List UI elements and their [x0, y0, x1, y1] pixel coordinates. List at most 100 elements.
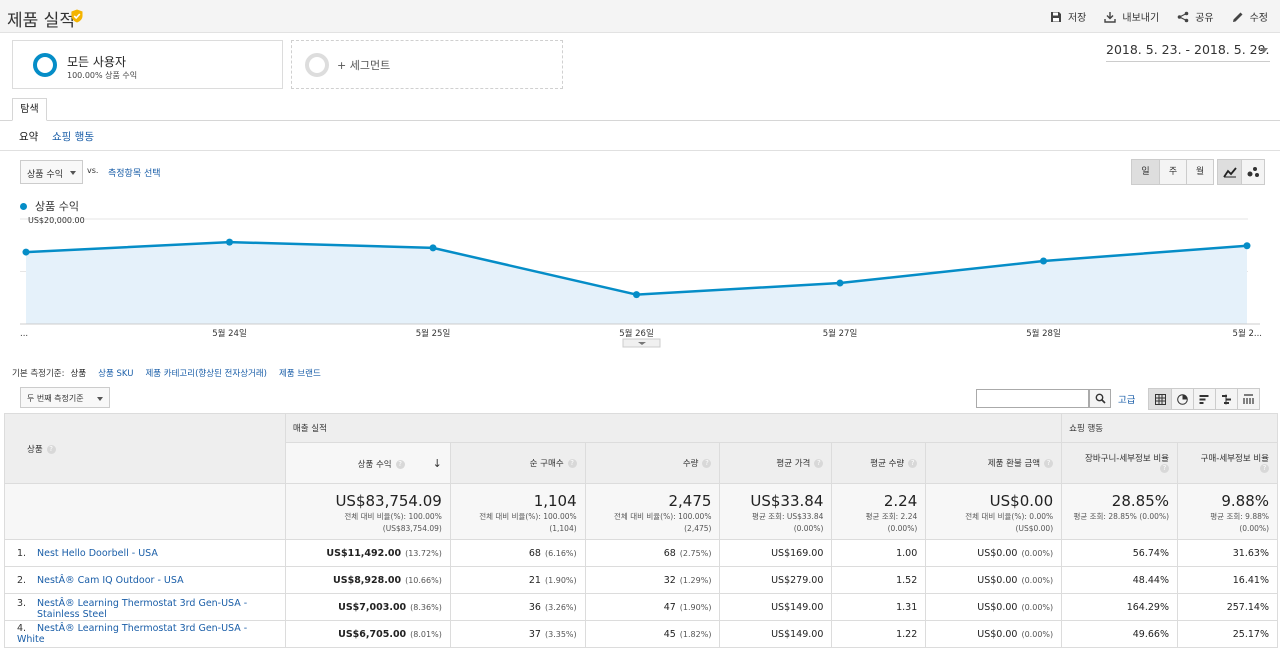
- cell-pct: (0.00%): [1021, 575, 1054, 585]
- cell-pct: (1.90%): [679, 602, 712, 612]
- cell-purchases: 36 (3.26%): [449, 593, 586, 621]
- metric-select[interactable]: 상품 수익: [20, 160, 83, 184]
- cell-avg-price: US$149.00: [719, 593, 833, 621]
- view-performance-button[interactable]: [1193, 389, 1215, 409]
- col-avg-qty[interactable]: 평균 수량?: [831, 442, 927, 484]
- view-pie-button[interactable]: [1171, 389, 1193, 409]
- page-title: 제품 실적: [7, 11, 75, 31]
- col-quantity[interactable]: 수량?: [584, 442, 721, 484]
- help-icon[interactable]: ?: [1160, 464, 1169, 473]
- total-value: US$0.00: [989, 492, 1054, 510]
- dimension-header[interactable]: 상품?: [4, 413, 286, 484]
- total-cell: 2.24 평균 조회: 2.24 (0.00%): [831, 483, 927, 540]
- x-tick-label: 5월 28일: [1026, 328, 1061, 339]
- x-tick-label: 5월 26일: [619, 328, 654, 339]
- help-icon[interactable]: ?: [814, 459, 824, 468]
- segment-ring-icon: [33, 53, 57, 77]
- cell-avg-qty: 1.00: [831, 539, 927, 567]
- row-number: 1.: [17, 547, 27, 559]
- help-icon[interactable]: ?: [702, 459, 712, 468]
- total-sub: (2,475): [684, 524, 712, 533]
- col-buy-rate[interactable]: 구매-세부정보 비율?: [1177, 442, 1278, 484]
- product-link[interactable]: Nest Hello Doorbell - USA: [37, 547, 158, 559]
- view-pivot-button[interactable]: [1237, 389, 1259, 409]
- tab-explore[interactable]: 탐색: [12, 98, 47, 121]
- col-avg-price[interactable]: 평균 가격?: [719, 442, 833, 484]
- advanced-filter-link[interactable]: 고급: [1118, 395, 1136, 406]
- product-cell: 3. NestÂ® Learning Thermostat 3rd Gen-USA…: [4, 593, 286, 621]
- chevron-down-icon: [1260, 48, 1268, 53]
- view-comparison-button[interactable]: [1215, 389, 1237, 409]
- cell-pct: (1.82%): [679, 629, 712, 639]
- share-button[interactable]: 공유: [1177, 9, 1214, 24]
- cell-value: 56.74%: [1132, 547, 1169, 559]
- cell-value: 1.00: [896, 547, 918, 559]
- search-button[interactable]: [1089, 389, 1111, 408]
- export-button[interactable]: 내보내기: [1104, 9, 1159, 24]
- period-week-button[interactable]: 주: [1159, 160, 1186, 184]
- product-link[interactable]: NestÂ® Cam IQ Outdoor - USA: [37, 574, 184, 586]
- col-cart-rate[interactable]: 장바구니-세부정보 비율?: [1061, 442, 1178, 484]
- view-data-button[interactable]: [1149, 389, 1171, 409]
- line-chart-button[interactable]: [1218, 160, 1241, 184]
- cell-value: 36: [528, 601, 541, 613]
- legend-dot: [20, 202, 27, 210]
- dimension-product[interactable]: 상품: [70, 369, 87, 379]
- cell-pct: (3.35%): [544, 629, 577, 639]
- line-chart-icon: [1222, 167, 1237, 178]
- segment-name: 모든 사용자: [67, 55, 127, 69]
- cell-pct: (8.01%): [410, 629, 442, 639]
- motion-chart-button[interactable]: [1241, 160, 1264, 184]
- data-point: [633, 291, 640, 299]
- cell-value: US$0.00: [977, 601, 1018, 613]
- col-purchases[interactable]: 순 구매수?: [449, 442, 586, 484]
- edit-label: 수정: [1249, 13, 1268, 24]
- cell-cart-rate: 49.66%: [1061, 620, 1178, 648]
- cell-avg-qty: 1.31: [831, 593, 927, 621]
- cell-avg-qty: 1.52: [831, 566, 927, 594]
- product-link[interactable]: NestÂ® Learning Thermostat 3rd Gen-USA -…: [37, 597, 248, 620]
- help-icon[interactable]: ?: [1044, 459, 1054, 468]
- cell-revenue: US$7,003.00 (8.36%): [284, 593, 451, 621]
- cell-value: US$149.00: [771, 601, 824, 613]
- dimension-brand[interactable]: 제품 브랜드: [278, 369, 321, 379]
- col-refund[interactable]: 제품 환불 금액?: [925, 442, 1063, 484]
- subtab-summary[interactable]: 요약: [19, 131, 39, 143]
- cell-value: 257.14%: [1226, 601, 1269, 613]
- col-label: 수량: [682, 459, 699, 469]
- dimension-sku[interactable]: 상품 SKU: [98, 369, 134, 379]
- col-label: 제품 환불 금액: [987, 459, 1041, 469]
- total-sub: 평균 조회: 2.24: [865, 512, 918, 521]
- table-search-input[interactable]: [976, 389, 1089, 408]
- help-icon[interactable]: ?: [567, 459, 577, 468]
- period-month-button[interactable]: 월: [1186, 160, 1213, 184]
- grid-icon: [1154, 393, 1166, 405]
- totals-row: US$83,754.09 전체 대비 비율(%): 100.00% (US$83,7…: [4, 483, 1278, 540]
- dimension-category[interactable]: 제품 카테고리(향상된 전자상거래): [145, 369, 267, 379]
- total-sub: 평균 조회: US$33.84: [751, 512, 824, 521]
- product-link[interactable]: NestÂ® Learning Thermostat 3rd Gen-USA -…: [17, 623, 248, 645]
- cell-qty: 68 (2.75%): [584, 539, 721, 567]
- add-segment-button[interactable]: + 세그먼트: [291, 40, 563, 89]
- cell-purchases: 37 (3.35%): [449, 620, 586, 648]
- total-sub: 전체 대비 비율(%): 100.00%: [479, 512, 577, 521]
- top-actions: 저장 내보내기 공유 수정: [1032, 9, 1268, 24]
- segment-all-users[interactable]: 모든 사용자 100.00% 상품 수익: [12, 40, 283, 89]
- help-icon[interactable]: ?: [908, 459, 918, 468]
- select-metric-link[interactable]: 측정항목 선택: [108, 169, 161, 179]
- save-button[interactable]: 저장: [1050, 9, 1086, 24]
- total-sub: 전체 대비 비율(%): 100.00%: [344, 512, 442, 521]
- edit-button[interactable]: 수정: [1232, 9, 1268, 24]
- period-day-button[interactable]: 일: [1132, 160, 1159, 184]
- col-revenue[interactable]: 상품 수익? ↓: [284, 442, 451, 484]
- help-icon[interactable]: ?: [46, 444, 56, 454]
- pivot-icon: [1243, 393, 1254, 404]
- divider: [0, 150, 1280, 151]
- date-range-picker[interactable]: 2018. 5. 23. - 2018. 5. 29.: [1106, 42, 1270, 62]
- help-icon[interactable]: ?: [395, 459, 405, 469]
- secondary-dimension-select[interactable]: 두 번째 측정기준: [20, 387, 110, 408]
- table-row: 4. NestÂ® Learning Thermostat 3rd Gen-USA…: [4, 620, 1278, 648]
- help-icon[interactable]: ?: [1260, 464, 1269, 473]
- total-sub: (1,104): [549, 524, 577, 533]
- subtab-shopping[interactable]: 쇼핑 행동: [52, 131, 94, 143]
